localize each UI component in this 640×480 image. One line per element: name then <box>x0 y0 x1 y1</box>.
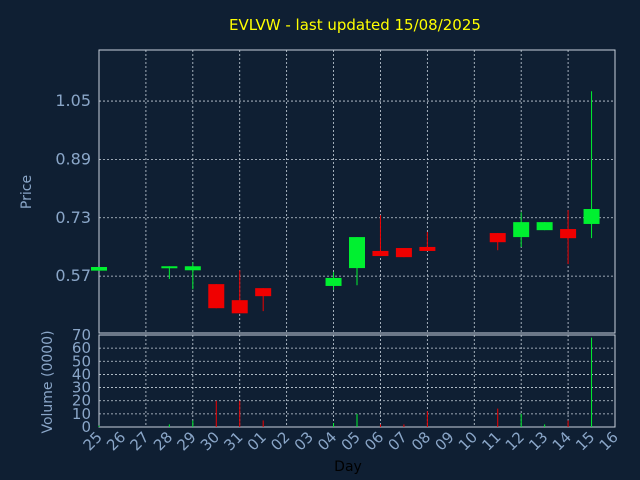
y-tick-label: 50 <box>72 352 91 370</box>
candle-body <box>395 248 412 258</box>
x-tick-label: 31 <box>220 428 246 454</box>
x-tick-label: 28 <box>150 428 176 454</box>
y-tick-label: 0 <box>81 418 91 436</box>
x-tick-label: 26 <box>103 428 129 454</box>
candle-body <box>560 229 577 239</box>
y-axis-label: Price <box>19 175 35 209</box>
x-tick-label: 06 <box>361 428 387 454</box>
y-tick-label: 0.57 <box>55 266 91 285</box>
x-tick-label: 03 <box>291 428 317 454</box>
plot-frame <box>98 49 616 334</box>
candle-body <box>161 266 178 269</box>
y-tick-label: 1.05 <box>55 91 91 110</box>
x-tick-label: 11 <box>478 428 504 454</box>
x-tick-label: 16 <box>596 428 622 454</box>
y-tick-label: 30 <box>72 379 91 397</box>
candle-body <box>349 237 365 269</box>
candle-body <box>419 246 436 251</box>
candle-body <box>536 222 553 231</box>
y-tick-label: 20 <box>72 392 91 410</box>
x-tick-label: 01 <box>244 428 270 454</box>
x-tick-label: 09 <box>431 428 457 454</box>
plot-frame <box>98 334 616 428</box>
y-tick-label: 10 <box>72 405 91 423</box>
candle-body <box>255 288 272 297</box>
candle-body <box>583 209 600 224</box>
x-tick-label: 12 <box>502 428 528 454</box>
x-tick-label: 29 <box>173 428 199 454</box>
y-tick-label: 0.73 <box>55 208 91 227</box>
x-tick-label: 05 <box>338 428 364 454</box>
y-axis-label: Volume (0000) <box>40 330 56 433</box>
y-tick-label: 0.89 <box>55 149 91 168</box>
x-tick-label: 13 <box>525 428 551 454</box>
chart-title: EVLVW - last updated 15/08/2025 <box>229 16 481 34</box>
candle-body <box>489 233 506 243</box>
candle-body <box>91 266 107 271</box>
x-tick-label: 30 <box>197 428 223 454</box>
x-tick-label: 10 <box>455 428 481 454</box>
candle-body <box>513 222 530 238</box>
candle-body <box>325 277 342 286</box>
x-tick-label: 14 <box>549 428 575 454</box>
x-tick-label: 27 <box>127 428 153 454</box>
x-tick-label: 02 <box>267 428 293 454</box>
x-tick-label: 07 <box>385 428 411 454</box>
x-tick-label: 08 <box>408 428 434 454</box>
candle-body <box>208 284 225 309</box>
candle-body <box>184 266 201 271</box>
y-tick-label: 40 <box>72 365 91 383</box>
y-tick-label: 60 <box>72 339 91 357</box>
candle-body <box>231 300 248 314</box>
x-axis-label: Day <box>334 459 362 475</box>
candle-body <box>372 250 389 257</box>
x-tick-label: 15 <box>572 428 598 454</box>
y-tick-label: 70 <box>72 326 91 344</box>
x-tick-label: 04 <box>314 428 340 454</box>
